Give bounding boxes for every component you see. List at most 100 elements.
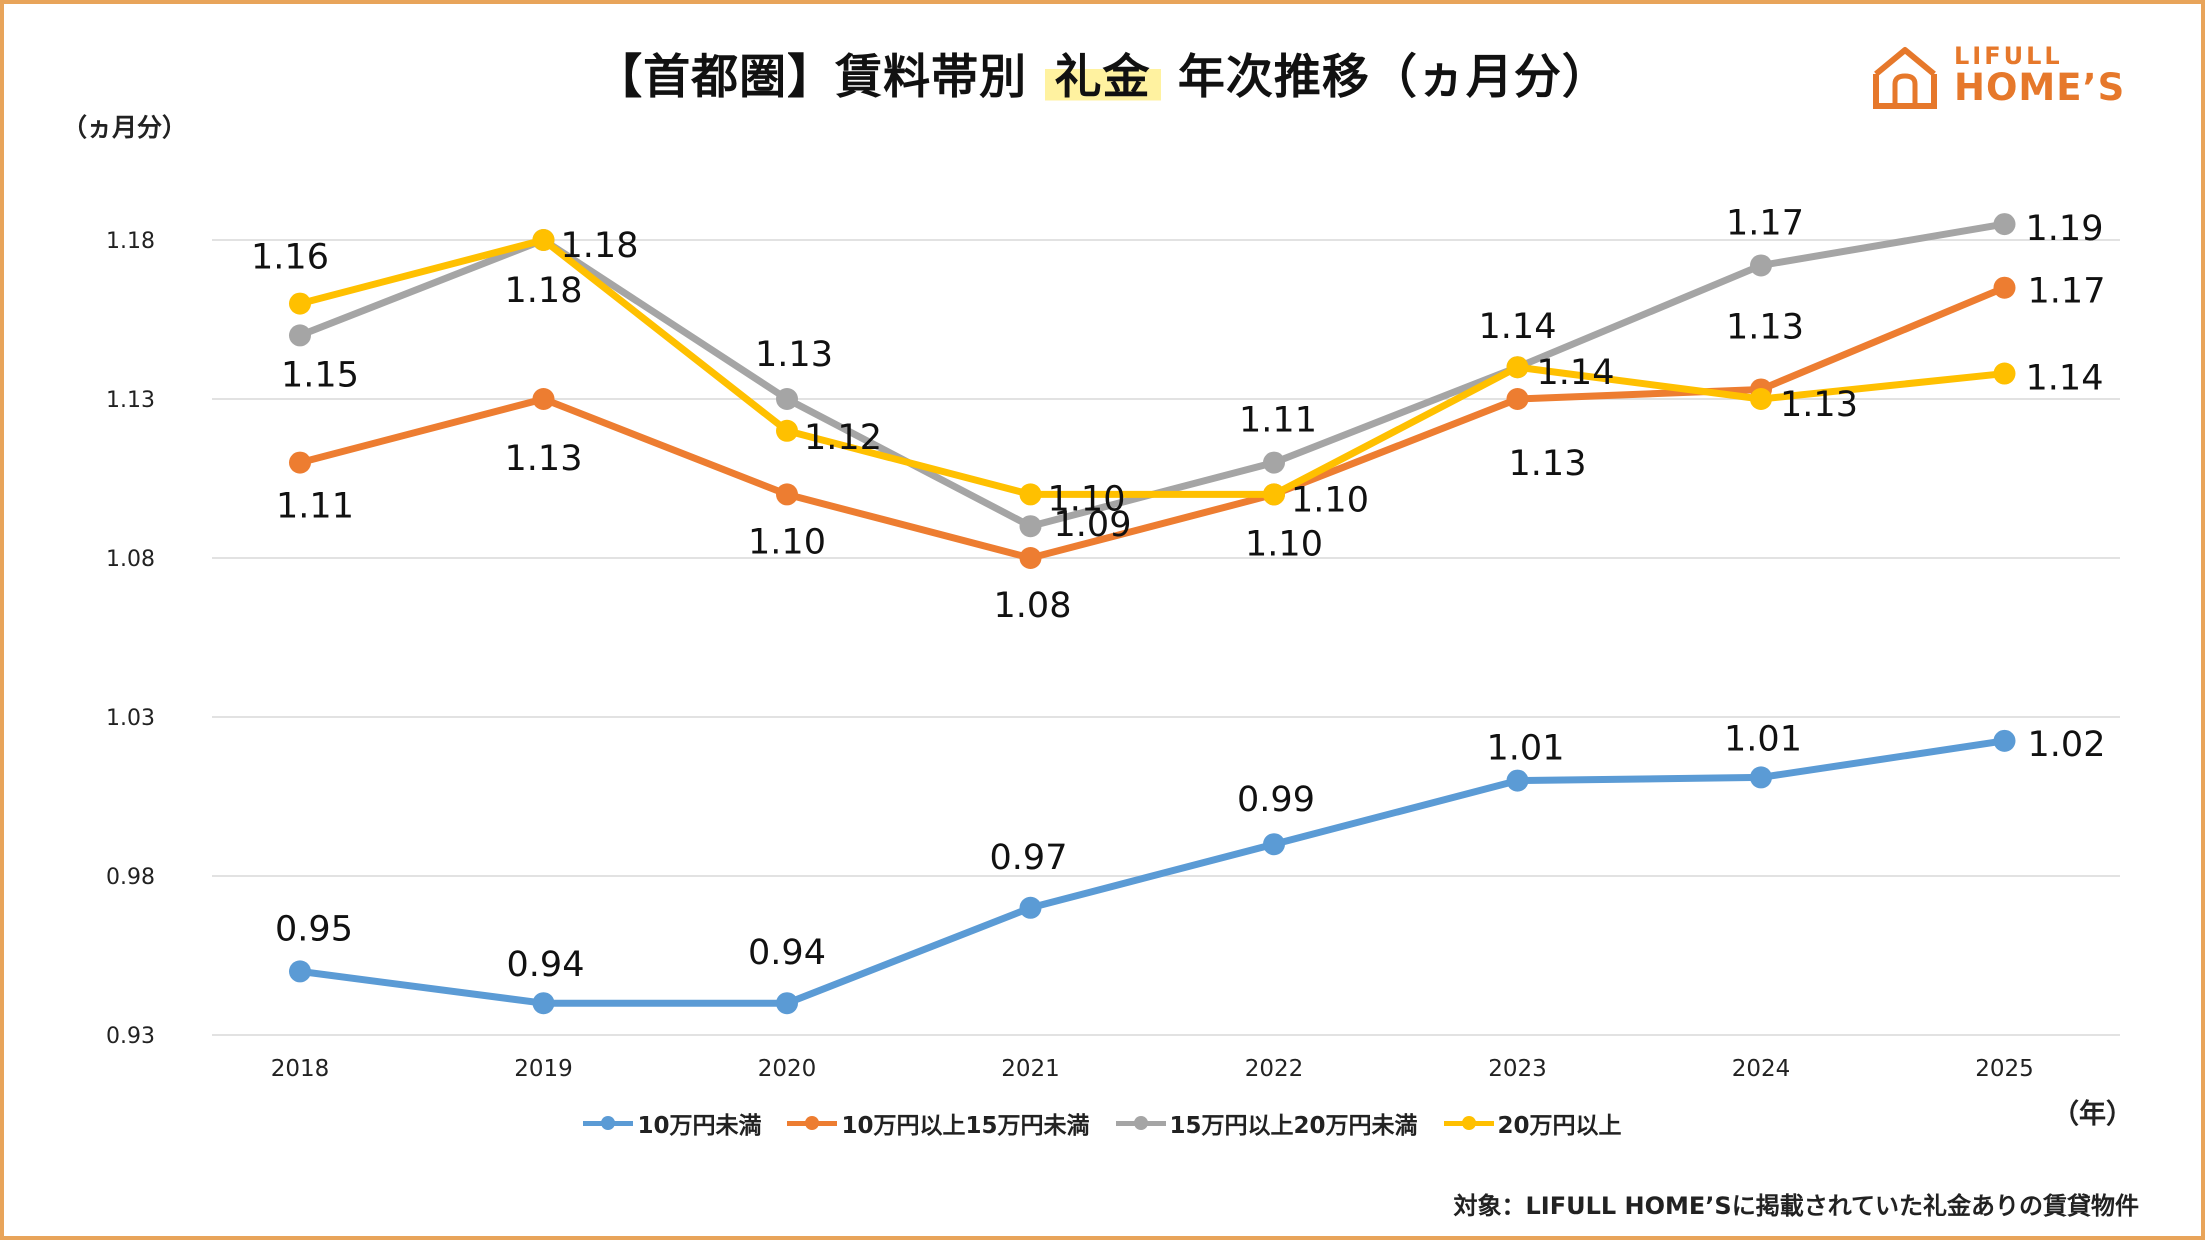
- series-line: [296, 737, 2008, 1007]
- data-label: 1.18: [505, 271, 583, 311]
- data-label: 1.01: [1487, 729, 1565, 769]
- lifull-homes-logo: LIFULL HOME’S: [1864, 42, 2154, 112]
- data-point: [1263, 451, 1285, 474]
- logo-text-top: LIFULL: [1954, 42, 2063, 70]
- data-label: 1.19: [2026, 209, 2104, 249]
- data-label: 1.13: [1726, 307, 1804, 347]
- legend-swatch: [1115, 1108, 1166, 1138]
- y-axis-unit-label: （ヵ月分）: [62, 113, 188, 142]
- data-point: [1750, 766, 1772, 789]
- data-label: 1.17: [2028, 272, 2106, 312]
- data-point: [532, 388, 555, 410]
- data-point: [1750, 388, 1772, 410]
- data-label: 1.17: [1726, 203, 1804, 243]
- data-point: [1019, 515, 1042, 538]
- legend-item: 10万円以上15万円未満: [787, 1106, 1090, 1140]
- x-tick-label: 2023: [1488, 1056, 1547, 1082]
- data-label: 1.11: [1239, 401, 1317, 441]
- data-label: 1.14: [1537, 353, 1615, 393]
- data-point: [532, 229, 555, 251]
- y-tick-label: 1.13: [106, 388, 155, 413]
- data-label: 1.18: [561, 226, 639, 266]
- data-point: [776, 388, 798, 410]
- data-point: [1506, 769, 1529, 792]
- data-point: [1993, 362, 2016, 385]
- data-point: [1019, 896, 1042, 919]
- title-highlight: 礼金: [1044, 50, 1161, 105]
- data-label: 1.11: [276, 487, 354, 527]
- data-point: [289, 292, 311, 315]
- data-label: 0.94: [748, 933, 826, 973]
- legend-marker: [805, 1116, 820, 1130]
- data-label: 0.99: [1237, 780, 1315, 820]
- series-line: [296, 236, 2008, 498]
- legend-item: 20万円以上: [1443, 1106, 1622, 1140]
- legend-swatch: [583, 1108, 634, 1138]
- legend-item: 15万円以上20万円未満: [1115, 1106, 1418, 1140]
- data-point: [289, 451, 311, 474]
- data-label: 1.14: [1479, 307, 1557, 347]
- y-tick-label: 1.03: [106, 706, 155, 731]
- legend-marker: [1133, 1116, 1148, 1130]
- x-tick-label: 2025: [1975, 1056, 2034, 1082]
- data-label: 1.01: [1724, 719, 1802, 759]
- data-label: 0.94: [507, 945, 585, 985]
- x-tick-label: 2020: [758, 1056, 817, 1082]
- x-tick-label: 2021: [1001, 1056, 1060, 1082]
- house-icon: [1873, 47, 1937, 109]
- data-label: 1.02: [2028, 725, 2106, 765]
- x-axis-unit-label: （年）: [2052, 1099, 2133, 1130]
- title-suffix: 年次推移（ヵ月分）: [1177, 50, 1610, 105]
- data-point: [1993, 729, 2016, 752]
- data-label: 1.14: [2026, 359, 2104, 399]
- data-label: 1.12: [804, 418, 882, 458]
- logo-text-bottom: HOME’S: [1954, 66, 2126, 109]
- legend-label: 10万円未満: [637, 1113, 762, 1139]
- data-label: 1.09: [1054, 505, 1132, 545]
- data-point: [1993, 276, 2016, 299]
- data-label: 0.97: [990, 838, 1068, 878]
- data-label: 1.10: [1048, 479, 1126, 519]
- y-tick-label: 1.08: [106, 547, 155, 572]
- data-point: [776, 483, 798, 506]
- chart-legend: 10万円未満 10万円以上15万円未満 15万円以上20万円未満 20万円以上: [0, 1106, 2205, 1140]
- data-label: 1.13: [1509, 444, 1587, 484]
- y-tick-label: 1.18: [106, 229, 155, 254]
- data-point: [1993, 213, 2016, 236]
- data-label: 1.13: [505, 439, 583, 479]
- data-label: 1.10: [1245, 524, 1323, 564]
- legend-label: 20万円以上: [1497, 1113, 1622, 1139]
- data-label: 1.08: [994, 586, 1072, 626]
- y-tick-label: 0.98: [106, 865, 155, 890]
- legend-label: 15万円以上20万円未満: [1169, 1113, 1418, 1139]
- chart-title: 【首都圏】賃料帯別 礼金 年次推移（ヵ月分）: [0, 38, 2205, 107]
- data-label: 1.10: [1291, 480, 1369, 520]
- legend-marker: [1461, 1116, 1476, 1130]
- legend-label: 10万円以上15万円未満: [841, 1113, 1090, 1139]
- data-point: [289, 324, 311, 347]
- data-point: [289, 960, 311, 983]
- title-prefix: 【首都圏】賃料帯別: [595, 50, 1028, 105]
- data-label: 1.13: [1780, 385, 1858, 425]
- legend-marker: [601, 1116, 616, 1130]
- data-label: 1.15: [281, 355, 359, 395]
- legend-swatch: [1443, 1108, 1494, 1138]
- data-point: [1019, 547, 1042, 569]
- x-tick-label: 2018: [271, 1056, 330, 1082]
- series-line: [296, 220, 2008, 530]
- legend-swatch: [787, 1108, 838, 1138]
- data-point: [1263, 833, 1285, 856]
- data-point: [1263, 483, 1285, 506]
- data-point: [1750, 254, 1772, 277]
- x-tick-label: 2024: [1732, 1056, 1791, 1082]
- data-point: [1019, 483, 1042, 506]
- data-point: [776, 992, 798, 1015]
- data-label: 0.95: [275, 909, 353, 949]
- data-label: 1.10: [748, 522, 826, 562]
- data-point: [532, 992, 555, 1015]
- x-tick-label: 2019: [514, 1056, 573, 1082]
- y-tick-label: 0.93: [106, 1024, 155, 1049]
- data-point: [1506, 388, 1529, 410]
